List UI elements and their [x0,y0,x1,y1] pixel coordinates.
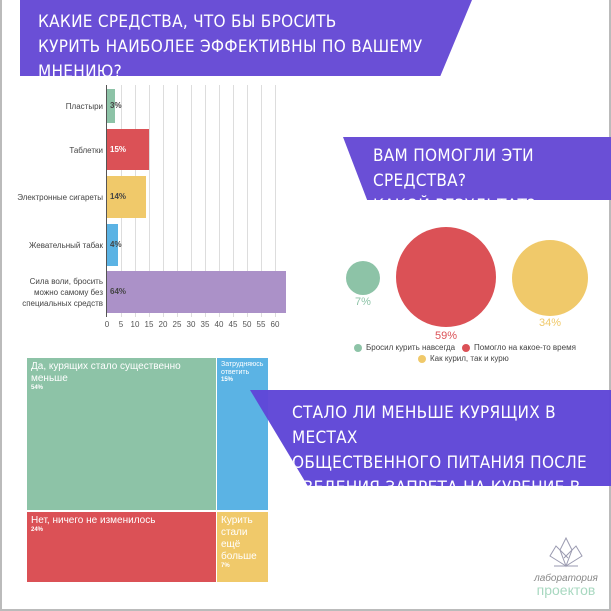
x-tick-label: 20 [158,320,168,329]
x-tick-label: 55 [256,320,266,329]
bar-value-label: 4% [110,240,122,249]
category-label: Пластыри [65,102,103,111]
bubble-value-label: 7% [355,296,371,308]
bar [107,271,287,313]
bar-value-label: 15% [110,144,127,154]
bar [107,89,116,123]
question-1-line-2: КУРИТЬ НАИБОЛЕЕ ЭФФЕКТИВНЫ ПО ВАШЕМУ МНЕ… [38,37,423,82]
bar-value-label: 64% [110,287,127,296]
treemap-cell-label: Затрудняюсь ответить [221,361,264,376]
question-2-line-1: ВАМ ПОМОГЛИ ЭТИ СРЕДСТВА? [373,146,534,191]
x-tick-label: 30 [186,320,196,329]
category-label: Таблетки [69,145,103,155]
bubble [346,261,380,295]
treemap-cell-value: 24% [31,527,44,533]
leaf-logo-icon [549,536,583,568]
gridline [149,85,150,317]
question-3-banner: СТАЛО ЛИ МЕНЬШЕ КУРЯЩИХ В МЕСТАХ ОБЩЕСТВ… [250,390,611,486]
question-1-line-1: КАКИЕ СРЕДСТВА, ЧТО БЫ БРОСИТЬ [38,12,337,32]
question-1-banner: КАКИЕ СРЕДСТВА, ЧТО БЫ БРОСИТЬ КУРИТЬ НА… [20,0,472,76]
x-tick-label: 10 [130,320,140,329]
question-3-line-2: ОБЩЕСТВЕННОГО ПИТАНИЯ ПОСЛЕ [292,453,588,473]
question-2-line-2: КАКОЙ РЕЗУЛЬТАТ? [373,196,536,216]
bar-value-label: 3% [110,101,122,110]
x-tick-label: 60 [270,320,280,329]
gridline [247,85,248,317]
x-tick-label: 25 [172,320,182,329]
legend-label: Бросил курить навсегда [366,343,456,352]
bar-value-label: 14% [110,192,127,201]
legend-dot-icon [354,343,362,352]
question-2-banner: ВАМ ПОМОГЛИ ЭТИ СРЕДСТВА? КАКОЙ РЕЗУЛЬТА… [343,137,611,200]
gridline [163,85,164,317]
treemap-cell: Затрудняюсь ответить 15% [217,358,268,510]
x-tick-label: 15 [144,320,154,329]
bar [107,224,119,266]
legend-item: Как курил, так и курю [418,354,509,363]
treemap-cell-label: Нет, ничего не изменилось [31,515,156,526]
category-label: Электронные сигареты [17,193,103,202]
treemap-cell-value: 15% [221,377,234,383]
x-tick-label: 35 [200,320,210,329]
x-tick-label: 45 [228,320,238,329]
gridline [191,85,192,317]
logo-text-1: лаборатория [534,573,598,584]
treemap-cell-value: 54% [31,385,44,391]
question-3-line-1: СТАЛО ЛИ МЕНЬШЕ КУРЯЩИХ В МЕСТАХ [292,403,556,448]
bubble [512,240,588,316]
legend-label: Помогло на какое-то время [474,343,576,352]
gridline [261,85,262,317]
treemap-cell: Нет, ничего не изменилось 24% [27,512,216,582]
bubble-value-label: 34% [538,317,562,329]
treemap-cell-label: Курить стали ещё больше [221,515,257,562]
legend-item: Бросил курить навсегда [354,343,455,352]
x-tick-label: 0 [104,320,110,329]
logo-text-2: проектов [536,582,596,598]
gridline [219,85,220,317]
bubble-value-label: 59% [434,330,458,342]
treemap-cell-label: Да, курящих стало существенно меньше [31,361,181,384]
question-3-line-3: ВВЕДЕНИЯ ЗАПРЕТА НА КУРЕНИЕ В НИХ? [292,478,581,523]
gridline [275,85,276,317]
category-label: Жевательный табак [29,241,103,250]
category-label: Сила воли, бросить можно самому без спец… [22,277,103,308]
treemap-cell: Да, курящих стало существенно меньше 54% [27,358,216,510]
treemap-cell-value: 7% [221,563,230,569]
legend-item: Помогло на какое-то время [462,343,576,352]
bar [107,176,147,218]
x-tick-label: 40 [214,320,224,329]
x-tick-label: 50 [242,320,252,329]
y-axis-line [106,85,107,317]
logo: лаборатория проектов [526,536,606,597]
gridline [205,85,206,317]
bubble [396,227,496,327]
bar [107,129,149,170]
gridline [233,85,234,317]
legend-dot-icon [462,343,470,352]
gridline [177,85,178,317]
x-tick-label: 5 [118,320,124,329]
legend-label: Как курил, так и курю [430,354,509,363]
treemap-cell: Курить стали ещё больше 7% [217,512,268,582]
legend-dot-icon [418,354,426,363]
